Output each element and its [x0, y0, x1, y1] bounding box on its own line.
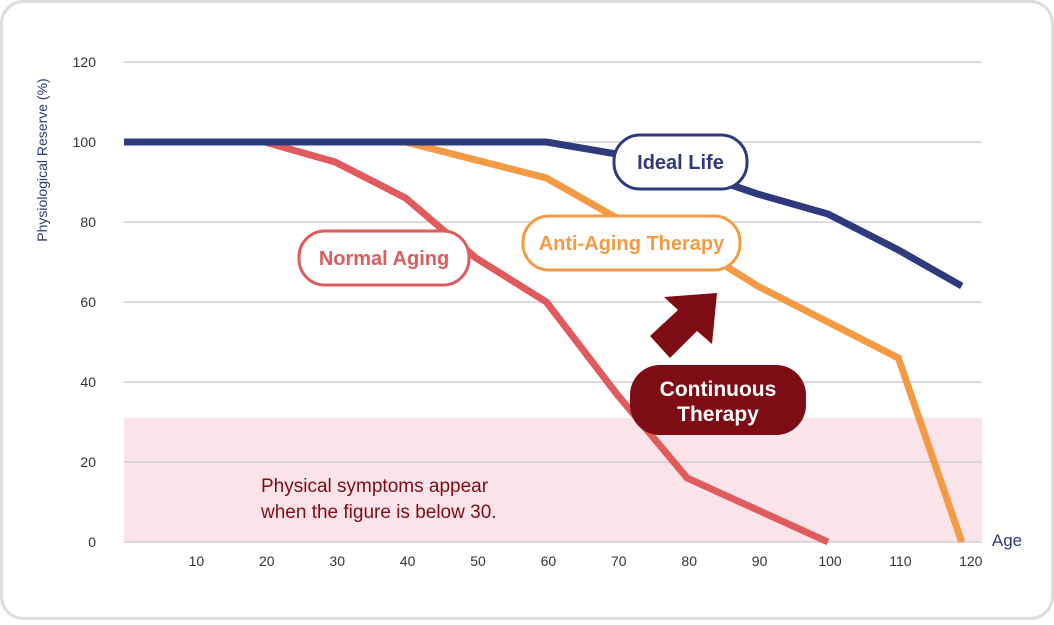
x-tick-label: 120 [959, 553, 983, 569]
continuous-therapy-line2: Therapy [677, 403, 759, 426]
x-tick-label: 10 [189, 553, 205, 569]
y-axis-label: Physiological Reserve (%) [34, 78, 50, 241]
x-tick-label: 70 [611, 553, 627, 569]
legend-ideal-life: Ideal Life [612, 133, 749, 191]
x-tick-label: 40 [400, 553, 416, 569]
y-tick-label: 40 [80, 374, 96, 390]
x-tick-label: 30 [329, 553, 345, 569]
x-tick-label: 80 [681, 553, 697, 569]
y-tick-label: 60 [80, 294, 96, 310]
symptom-zone [124, 418, 982, 542]
continuous-therapy-box [630, 365, 806, 435]
legend-ideal-life-box [612, 133, 749, 191]
legend-normal-aging: Normal Aging [297, 229, 471, 287]
legend-normal-aging-box [297, 229, 471, 287]
y-tick-label: 120 [73, 54, 97, 70]
zone-note-line2: when the figure is below 30. [260, 502, 497, 523]
x-tick-label: 90 [752, 553, 768, 569]
x-tick-label: 60 [541, 553, 557, 569]
legend-anti-aging-label: Anti-Aging Therapy [539, 233, 725, 255]
x-tick-label: 100 [818, 553, 842, 569]
legend-ideal-life-label: Ideal Life [637, 152, 724, 174]
continuous-therapy-badge: Continuous Therapy [630, 365, 806, 435]
x-tick-label: 110 [889, 553, 912, 569]
continuous-therapy-line1: Continuous [660, 378, 777, 401]
y-tick-label: 20 [80, 454, 96, 470]
legend-normal-aging-label: Normal Aging [319, 248, 449, 270]
x-tick-label: 20 [259, 553, 275, 569]
x-tick-label: 50 [470, 553, 486, 569]
y-tick-label: 0 [88, 534, 96, 550]
y-tick-label: 80 [80, 214, 96, 230]
x-axis-label: Age [992, 531, 1022, 550]
improvement-arrow [650, 293, 717, 358]
series-line-normal [124, 138, 830, 546]
x-axis-ticks: 10 20 30 40 50 60 70 80 90 100 110 120 [189, 553, 983, 569]
legend-anti-aging: Anti-Aging Therapy [521, 214, 742, 272]
legend-anti-aging-box [521, 214, 742, 272]
y-tick-label: 100 [73, 134, 97, 150]
zone-note-line1: Physical symptoms appear [261, 476, 489, 497]
y-axis-ticks: 0 20 40 60 80 100 120 [73, 54, 97, 550]
